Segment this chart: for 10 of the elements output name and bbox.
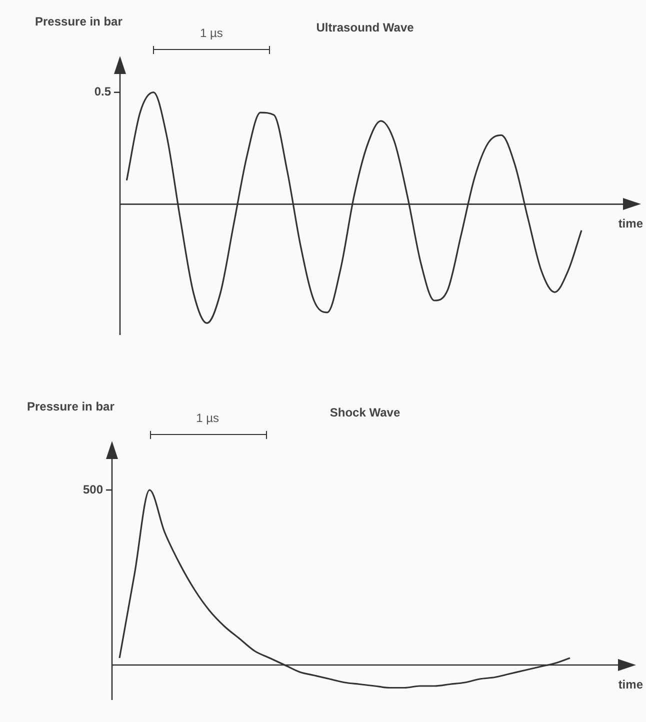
text: 0.5 <box>94 84 112 99</box>
text: 500 <box>82 482 104 496</box>
text: 1 µs <box>196 411 219 425</box>
text: 1 µs <box>200 26 223 40</box>
chart-title: Ultrasound Wave <box>316 20 414 34</box>
chart-title: Shock Wave <box>330 405 400 420</box>
x-axis-title: time <box>618 677 644 692</box>
y-axis-title: Pressure in bar <box>27 399 115 414</box>
y-axis-title: Pressure in bar <box>35 14 123 28</box>
x-axis-title: time <box>618 216 644 230</box>
